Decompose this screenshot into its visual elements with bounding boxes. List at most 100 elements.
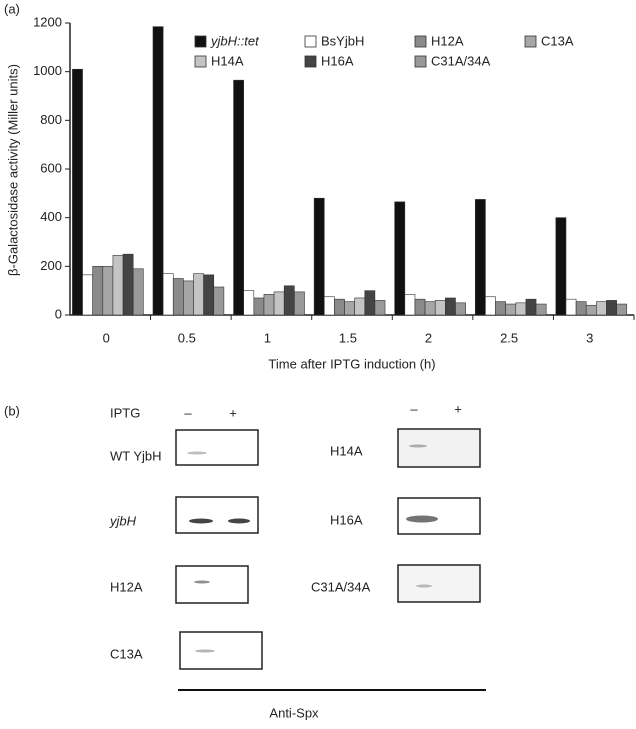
blot-band	[189, 518, 213, 524]
legend-label: BsYjbH	[321, 33, 364, 48]
antibody-label: Anti-Spx	[269, 705, 319, 720]
bar	[555, 217, 567, 316]
lane-label: –	[184, 405, 192, 420]
y-tick-label: 200	[40, 258, 62, 273]
bar	[445, 297, 456, 316]
legend-swatch	[194, 35, 207, 48]
legend-label: yjbH::tet	[210, 33, 260, 48]
bar	[515, 302, 527, 316]
y-tick-label: 600	[40, 160, 62, 175]
x-tick-label: 3	[586, 330, 593, 345]
legend-swatch	[414, 35, 427, 48]
bar	[183, 280, 194, 316]
bar	[565, 298, 577, 316]
bar	[596, 301, 607, 316]
legend-label: H14A	[211, 53, 244, 68]
blot-label: H12A	[110, 579, 143, 594]
bar	[474, 199, 486, 316]
legend-label: C13A	[541, 33, 574, 48]
bar	[92, 266, 104, 316]
bar	[495, 301, 506, 316]
blot-label: C31A/34A	[311, 579, 371, 594]
x-tick-label: 1	[264, 330, 271, 345]
bar	[364, 290, 376, 316]
bar	[394, 201, 406, 316]
bar	[525, 298, 537, 316]
bar	[122, 253, 134, 316]
blot-label: H16A	[330, 512, 363, 527]
legend-swatch	[414, 55, 427, 68]
bar	[243, 290, 255, 316]
bar	[294, 291, 305, 316]
bar	[203, 274, 215, 316]
blot-band	[195, 649, 215, 653]
bar	[575, 301, 587, 316]
bar	[404, 294, 416, 316]
bar	[233, 79, 244, 316]
bar	[102, 266, 114, 316]
y-tick-label: 1000	[33, 63, 62, 78]
bar	[193, 273, 204, 316]
panel-b: (b) IPTG – + – + WT YjbH yjbH H12A C13A …	[4, 401, 486, 720]
bar	[374, 300, 386, 316]
y-tick-label: 800	[40, 112, 62, 127]
blot-band	[406, 515, 438, 523]
bar	[455, 302, 466, 316]
legend-swatch	[304, 35, 317, 48]
blot	[175, 496, 259, 534]
bar	[162, 273, 174, 316]
blot-label: yjbH	[109, 513, 137, 528]
y-tick-label: 400	[40, 209, 62, 224]
bar	[313, 197, 325, 316]
blot	[175, 429, 259, 466]
bar	[323, 296, 335, 316]
bar	[354, 297, 366, 316]
legend-label: H16A	[321, 53, 354, 68]
legend-swatch	[524, 35, 537, 48]
blot	[397, 564, 481, 603]
blot-label: WT YjbH	[110, 448, 162, 463]
bar	[132, 268, 144, 316]
bar	[112, 255, 124, 316]
legend-swatch	[194, 55, 207, 68]
bar	[283, 285, 295, 316]
blot-band	[409, 444, 427, 448]
bar	[334, 298, 345, 316]
bar	[344, 301, 355, 316]
x-axis-label: Time after IPTG induction (h)	[268, 356, 435, 371]
blot-label: H14A	[330, 443, 363, 458]
bar	[616, 303, 628, 316]
bar	[273, 291, 285, 316]
lane-label: +	[229, 405, 237, 420]
bar	[152, 26, 164, 316]
bar	[485, 296, 496, 316]
bar	[535, 303, 547, 316]
lane-label: +	[454, 401, 462, 416]
x-tick-label: 2	[425, 330, 432, 345]
bar	[172, 278, 184, 316]
bar	[82, 274, 93, 316]
panel-label: (b)	[4, 403, 20, 418]
bar	[263, 294, 275, 316]
bar	[606, 300, 617, 316]
blot	[397, 428, 481, 468]
bar	[434, 300, 446, 316]
x-tick-label: 2.5	[500, 330, 518, 345]
blot-band	[228, 518, 250, 524]
y-axis-label: β-Galactosidase activity (Miller units)	[5, 64, 20, 276]
blot	[179, 631, 263, 670]
bar	[253, 297, 265, 316]
legend-label: H12A	[431, 33, 464, 48]
x-tick-label: 0	[103, 330, 110, 345]
blot-band	[194, 580, 210, 584]
x-tick-label: 1.5	[339, 330, 357, 345]
panel-label: (a)	[4, 1, 20, 16]
lane-label: –	[410, 401, 418, 416]
x-tick-label: 0.5	[178, 330, 196, 345]
legend-swatch	[304, 55, 317, 68]
blot	[175, 565, 249, 604]
blot-label: C13A	[110, 646, 143, 661]
legend-label: C31A/34A	[431, 53, 491, 68]
bar	[72, 68, 83, 316]
